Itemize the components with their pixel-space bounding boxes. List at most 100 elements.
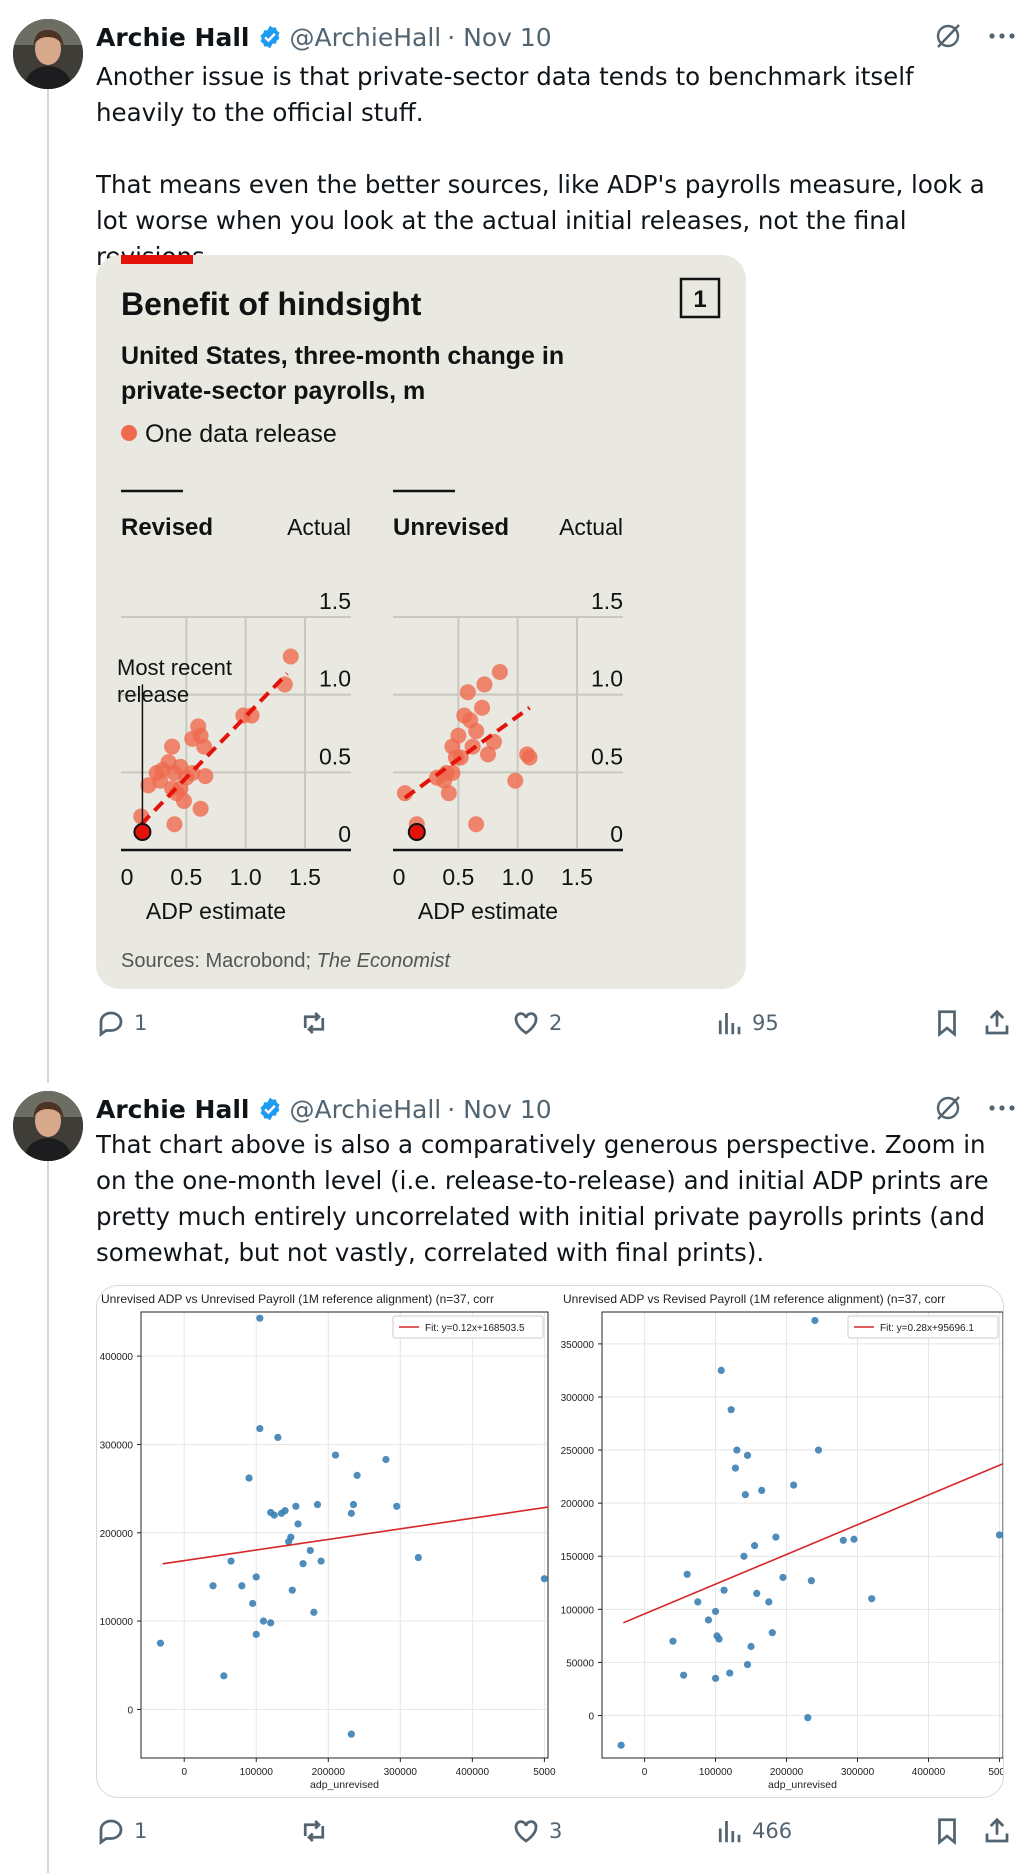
author-handle[interactable]: @ArchieHall [289,22,442,52]
chart-image-card[interactable]: Benefit of hindsight 1 United States, th… [96,255,746,989]
y-tick-label: 300000 [100,1440,134,1451]
tweet-paragraph: That chart above is also a comparatively… [96,1130,989,1267]
x-tick-label: 100000 [699,1767,733,1778]
x-axis-label: adp_unrevised [310,1779,379,1791]
data-point [715,1635,723,1643]
data-point [267,1619,275,1627]
y-tick-label: 100000 [561,1605,595,1616]
data-point [740,1552,748,1560]
plot-frame [140,1311,549,1759]
tweet-paragraph: Another issue is that private-sector dat… [96,62,914,127]
data-point [243,707,260,724]
reply-count: 1 [134,1011,148,1035]
data-point [765,1598,773,1606]
x-tick-label: 0 [642,1767,648,1778]
repost-button[interactable] [299,1008,337,1038]
views-icon [718,1013,741,1035]
plot-title: Unrevised ADP vs Unrevised Payroll (1M r… [101,1292,494,1306]
data-point [281,1507,289,1515]
data-point [727,1406,735,1414]
data-point [197,768,214,785]
bookmark-button[interactable] [932,1008,962,1038]
data-point [850,1535,858,1543]
data-point [245,1474,253,1482]
highlighted-point [133,823,152,841]
tweet-top-actions [933,1093,1015,1123]
view-count: 95 [752,1011,779,1035]
data-point [680,1671,688,1679]
share-button[interactable] [982,1816,1012,1846]
data-point [507,772,524,789]
legend-box [392,1315,544,1339]
reply-button[interactable]: 1 [96,1816,147,1846]
data-point [540,1575,548,1583]
plot-frame [601,1311,1003,1759]
author-name[interactable]: Archie Hall [96,22,250,52]
tweet-text: That chart above is also a comparatively… [96,1127,996,1271]
legend-box [847,1315,999,1339]
more-options-icon[interactable] [989,31,1015,41]
more-options-icon[interactable] [989,1103,1015,1113]
repost-icon [303,1820,325,1842]
y-tick-label: 350000 [561,1340,595,1351]
data-point [758,1486,766,1494]
trendline [403,706,531,800]
x-axis-label: ADP estimate [146,898,286,924]
tweet-date[interactable]: · Nov 10 [447,1094,552,1124]
like-button[interactable]: 3 [511,1816,562,1846]
panel-title: Revised [121,514,213,541]
data-point [683,1570,691,1578]
y-tick-label: 100000 [100,1617,134,1628]
views-button[interactable]: 466 [714,1816,792,1846]
data-point [444,764,461,781]
data-point [347,1730,355,1738]
repost-button[interactable] [299,1816,337,1846]
data-point [743,1451,752,1459]
data-point [220,1672,228,1680]
thread-line [47,1160,49,1873]
data-point [704,1616,713,1624]
reply-icon [99,1011,123,1037]
avatar[interactable] [13,1091,83,1161]
y-tick-label: 0.5 [591,743,623,769]
y-tick-label: 0 [338,821,351,847]
data-point [294,1520,302,1528]
tweet-date[interactable]: · Nov 10 [447,22,552,52]
y-tick-label: 1.5 [591,588,623,614]
data-point [256,1424,264,1433]
bookmark-button[interactable] [932,1816,962,1846]
chart-number: 1 [693,286,706,313]
avatar[interactable] [13,19,83,89]
accent-bar [121,255,193,264]
like-count: 2 [549,1011,563,1035]
y-tick-label: 1.0 [591,666,623,692]
author-name[interactable]: Archie Hall [96,1094,250,1124]
chart-image-card[interactable]: Unrevised ADP vs Unrevised Payroll (1M r… [96,1285,1004,1798]
data-point [310,1608,318,1616]
author-handle[interactable]: @ArchieHall [289,1094,442,1124]
data-point [156,1639,165,1647]
data-point [249,1599,257,1608]
grok-icon[interactable] [933,21,963,51]
data-point [306,1546,314,1555]
x-tick-label: 300000 [841,1767,875,1778]
heart-icon [514,1012,538,1035]
data-point [450,727,467,744]
grok-icon[interactable] [933,1093,963,1123]
like-button[interactable]: 2 [511,1008,562,1038]
y-tick-label: 200000 [561,1499,595,1510]
x-tick-label: 5000 [988,1767,1003,1778]
data-point [807,1577,815,1585]
data-point [468,723,485,740]
x-tick-label: 1.0 [502,864,534,890]
data-point [282,648,299,665]
views-button[interactable]: 95 [714,1008,779,1038]
views-icon [718,1821,741,1843]
view-count: 466 [752,1819,793,1843]
scatter-plot-unrevised: Unrevised ADP vs Unrevised Payroll (1M r… [100,1292,556,1791]
bookmark-icon [938,1818,956,1846]
data-point [196,738,213,755]
data-point [440,785,457,802]
share-button[interactable] [982,1008,1012,1038]
reply-button[interactable]: 1 [96,1008,147,1038]
